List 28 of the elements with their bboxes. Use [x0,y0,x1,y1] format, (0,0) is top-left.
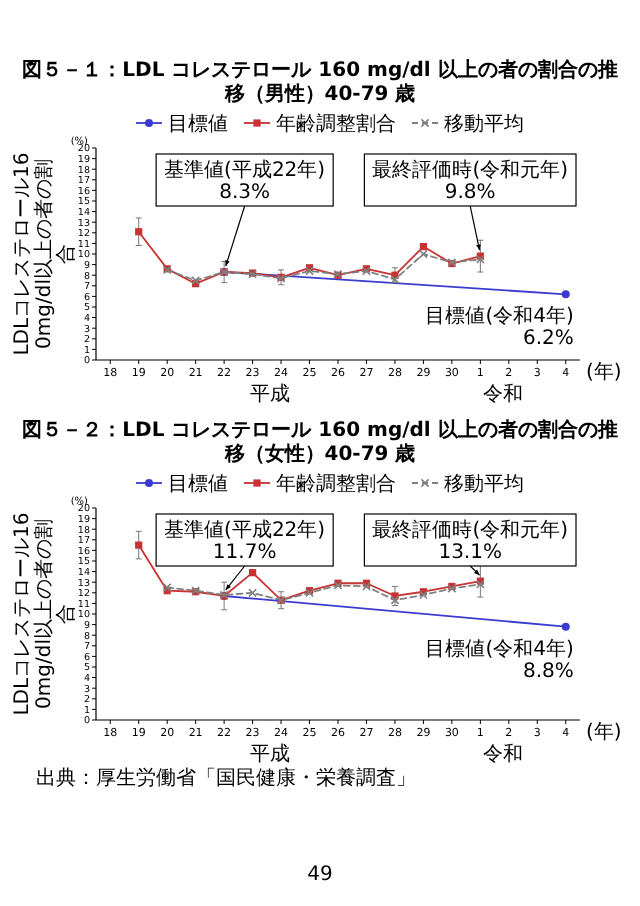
text: 平成 [250,742,291,766]
chart-title: 図５－１：LDL コレステロール 160 mg/dl 以上の者の割合の推移（男性）40-79 歳 [22,58,618,106]
note: 最終評価時(令和元年) 13.1% [363,513,577,576]
legend-label: 目標値 [168,472,228,496]
note: 最終評価時(令和元年) 9.8% [363,153,577,251]
note: 基準値(平成22年) 8.3% [155,153,334,267]
legend-label: 目標値 [168,112,228,136]
legend-label: 年齢調整割合 [276,472,396,496]
x-axis-title: (年) [586,360,622,384]
source-note: 出典：厚生労働省「国民健康・栄養調査」 [36,766,416,790]
chart-title: 図５－２：LDL コレステロール 160 mg/dl 以上の者の割合の推移（女性）40-79 歳 [22,418,618,466]
x-axis-title: (年) [586,720,622,744]
y-axis-title: LDLコレステロール160mg/dl以上の者の割合 [12,512,78,716]
annotation: 最終評価時(令和元年) 13.1% [372,518,569,564]
text: 平成 [250,382,291,406]
legend-label: 年齢調整割合 [276,112,396,136]
legend-label: 移動平均 [444,472,524,496]
annotation: 基準値(平成22年) 8.3% [164,158,326,204]
text: 令和 [482,742,523,766]
legend-label: 移動平均 [444,112,524,136]
annotation: 最終評価時(令和元年) 9.8% [372,158,569,204]
note: 基準値(平成22年) 11.7% [155,513,334,591]
text: 49 [307,864,333,886]
note: 目標値(令和4年) 8.8% [425,638,574,683]
note: 目標値(令和4年) 6.2% [425,306,574,351]
text: 令和 [482,382,523,406]
annotation: 基準値(平成22年) 11.7% [164,518,326,564]
y-axis-title: LDLコレステロール160mg/dl以上の者の割合 [12,152,78,356]
